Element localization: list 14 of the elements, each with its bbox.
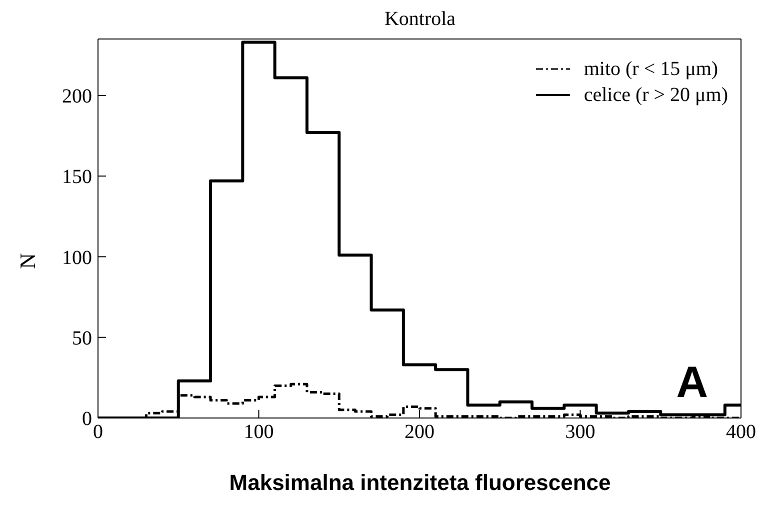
legend-label: celice (r > 20 μm) bbox=[584, 83, 728, 108]
chart-title: Kontrola bbox=[383, 8, 457, 31]
y-axis-title: N bbox=[15, 252, 41, 271]
y-tick-label: 50 bbox=[72, 327, 92, 350]
x-tick-label: 100 bbox=[244, 421, 274, 444]
y-tick-label: 100 bbox=[62, 246, 92, 269]
legend-label: mito (r < 15 μm) bbox=[584, 57, 718, 82]
x-tick-label: 300 bbox=[565, 421, 596, 444]
y-tick-label: 150 bbox=[62, 166, 92, 188]
x-tick-label: 200 bbox=[404, 421, 434, 444]
x-axis-title: Maksimalna intenziteta fluorescence bbox=[228, 470, 612, 496]
y-tick-label: 200 bbox=[62, 86, 92, 108]
annotation: A bbox=[676, 358, 708, 408]
x-tick-label: 400 bbox=[726, 421, 756, 444]
